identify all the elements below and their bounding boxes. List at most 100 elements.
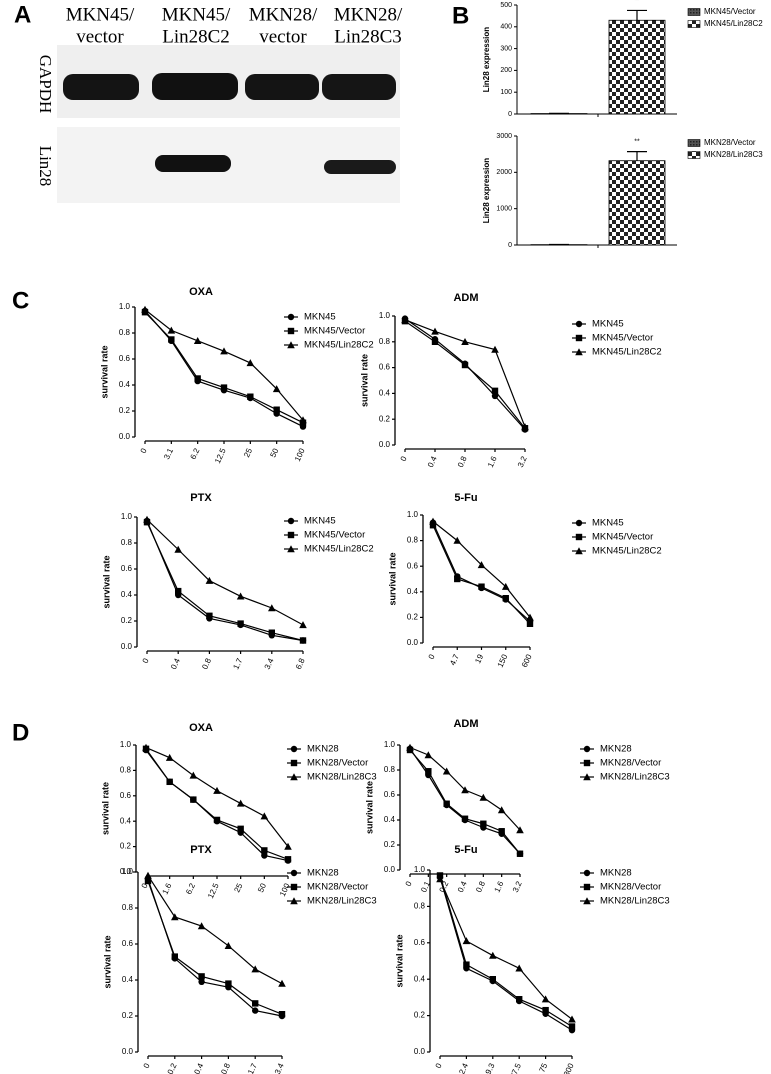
legend-label: MKN28/Lin28C3 [600, 772, 670, 783]
marker [236, 592, 245, 600]
x-tick-label: 3.2 [511, 879, 524, 893]
chart-title: PTX [190, 844, 212, 856]
marker [491, 387, 499, 395]
marker [273, 406, 280, 413]
marker [516, 826, 524, 834]
legend-marker [583, 759, 591, 767]
x-tick-label: 3.1 [162, 446, 175, 460]
legend-marker [290, 745, 298, 753]
marker [261, 852, 268, 859]
x-tick-label: 75 [537, 1061, 549, 1073]
marker [489, 951, 497, 959]
marker [299, 416, 307, 424]
x-tick-label: 37.5 [508, 1061, 523, 1074]
legend-marker [575, 320, 583, 328]
marker [491, 392, 499, 400]
legend-label: MKN28/Vector [704, 138, 756, 147]
marker [225, 980, 232, 987]
significance: ** [634, 138, 640, 145]
legend-marker [290, 773, 298, 781]
legend-label: MKN45 [592, 319, 624, 330]
y-tick-label: 0.2 [384, 840, 396, 849]
legend-label: MKN45 [592, 518, 624, 529]
marker [268, 629, 275, 636]
marker [236, 799, 245, 807]
marker [193, 337, 202, 344]
x-tick-label: 6.2 [189, 446, 202, 460]
legend-marker [287, 327, 295, 335]
marker [144, 871, 152, 879]
marker [224, 942, 233, 949]
y-tick-label: 3000 [496, 133, 512, 140]
x-tick-label: 0.8 [474, 879, 487, 893]
x-tick-label: 0.4 [456, 879, 469, 893]
x-tick-label: 0.2 [166, 1061, 179, 1074]
marker [141, 305, 149, 313]
series-line [146, 521, 304, 642]
marker [284, 842, 292, 850]
marker [284, 856, 292, 863]
legend-marker [575, 533, 583, 541]
y-tick-label: 0 [508, 242, 512, 249]
legend-label: MKN45/Lin28C2 [592, 546, 662, 557]
blot-band [155, 155, 231, 172]
series-line [147, 875, 283, 985]
row-label: Lin28 [36, 146, 55, 187]
x-tick-label: 0 [139, 446, 149, 454]
y-tick-label: 0.4 [384, 815, 396, 824]
x-tick-label: 1.6 [486, 454, 499, 468]
series-line [147, 879, 283, 1017]
y-tick-label: 0.4 [120, 816, 132, 825]
x-tick-label: 3.2 [516, 454, 529, 468]
chart-title: OXA [189, 286, 213, 298]
x-tick-label: 1.6 [493, 879, 506, 893]
error-bar [627, 151, 647, 161]
y-tick-label: 0.0 [414, 1047, 426, 1056]
legend-label: MKN45/Lin28C2 [304, 544, 374, 555]
series-line [404, 320, 526, 429]
x-tick-label: 0.2 [438, 879, 451, 893]
x-tick-label: 150 [496, 652, 510, 668]
series-line [439, 877, 573, 1031]
series-line [404, 318, 526, 430]
legend-marker [290, 869, 298, 877]
x-tick-label: 25 [242, 446, 254, 458]
marker [237, 620, 244, 627]
marker [213, 786, 221, 794]
y-axis-label: survival rate [101, 555, 111, 608]
marker [516, 850, 524, 857]
marker [299, 621, 307, 629]
marker [461, 338, 469, 345]
y-tick-label: 0.2 [379, 414, 391, 423]
legend-label: MKN28 [600, 744, 632, 755]
blot-band [324, 160, 396, 174]
y-tick-label: 0.4 [121, 590, 133, 599]
marker [252, 1007, 259, 1014]
x-tick-label: 1.7 [246, 1061, 259, 1074]
y-tick-label: 0.4 [379, 389, 391, 398]
marker [171, 953, 178, 960]
marker [443, 800, 450, 807]
panel-label: B [452, 2, 469, 29]
marker [251, 965, 259, 973]
marker [461, 786, 469, 794]
marker [491, 345, 499, 353]
legend-label: MKN45/Lin28C2 [592, 347, 662, 358]
x-tick-label: 0.8 [200, 656, 213, 670]
x-tick-label: 6.2 [184, 881, 197, 895]
marker [406, 743, 414, 751]
legend-label: MKN45/Vector [304, 530, 365, 541]
marker [205, 576, 214, 584]
marker [171, 913, 179, 921]
marker [516, 996, 523, 1003]
marker [462, 937, 471, 945]
series-line [145, 748, 289, 860]
blot-band [322, 74, 396, 100]
x-tick-label: 50 [256, 881, 268, 893]
chart-title: PTX [190, 492, 212, 504]
x-tick-label: 12.5 [213, 446, 228, 464]
marker [541, 995, 550, 1003]
legend-label: MKN45/Vector [592, 532, 653, 543]
blot-band [245, 74, 319, 100]
y-tick-label: 0.0 [122, 1047, 134, 1056]
